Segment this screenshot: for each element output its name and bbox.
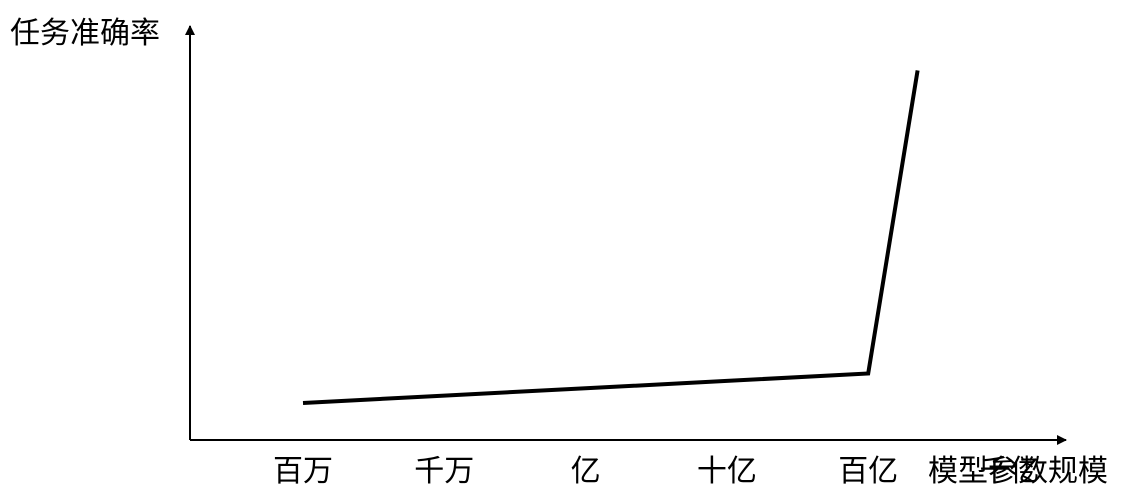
y-axis-label: 任务准确率 [10, 16, 160, 51]
x-tick-label: 百亿 [838, 454, 898, 489]
accuracy-line [302, 70, 920, 405]
x-tick-label: 千万 [414, 454, 474, 489]
x-axis-label: 模型参数规模 [928, 454, 1108, 489]
x-tick-labels: 百万 千万 亿 十亿 百亿 千亿 [273, 454, 1040, 489]
x-tick-label: 千亿 [980, 454, 1040, 489]
x-tick-label: 亿 [571, 454, 601, 489]
x-tick-label: 百万 [273, 454, 333, 489]
x-tick-label: 十亿 [697, 454, 757, 489]
